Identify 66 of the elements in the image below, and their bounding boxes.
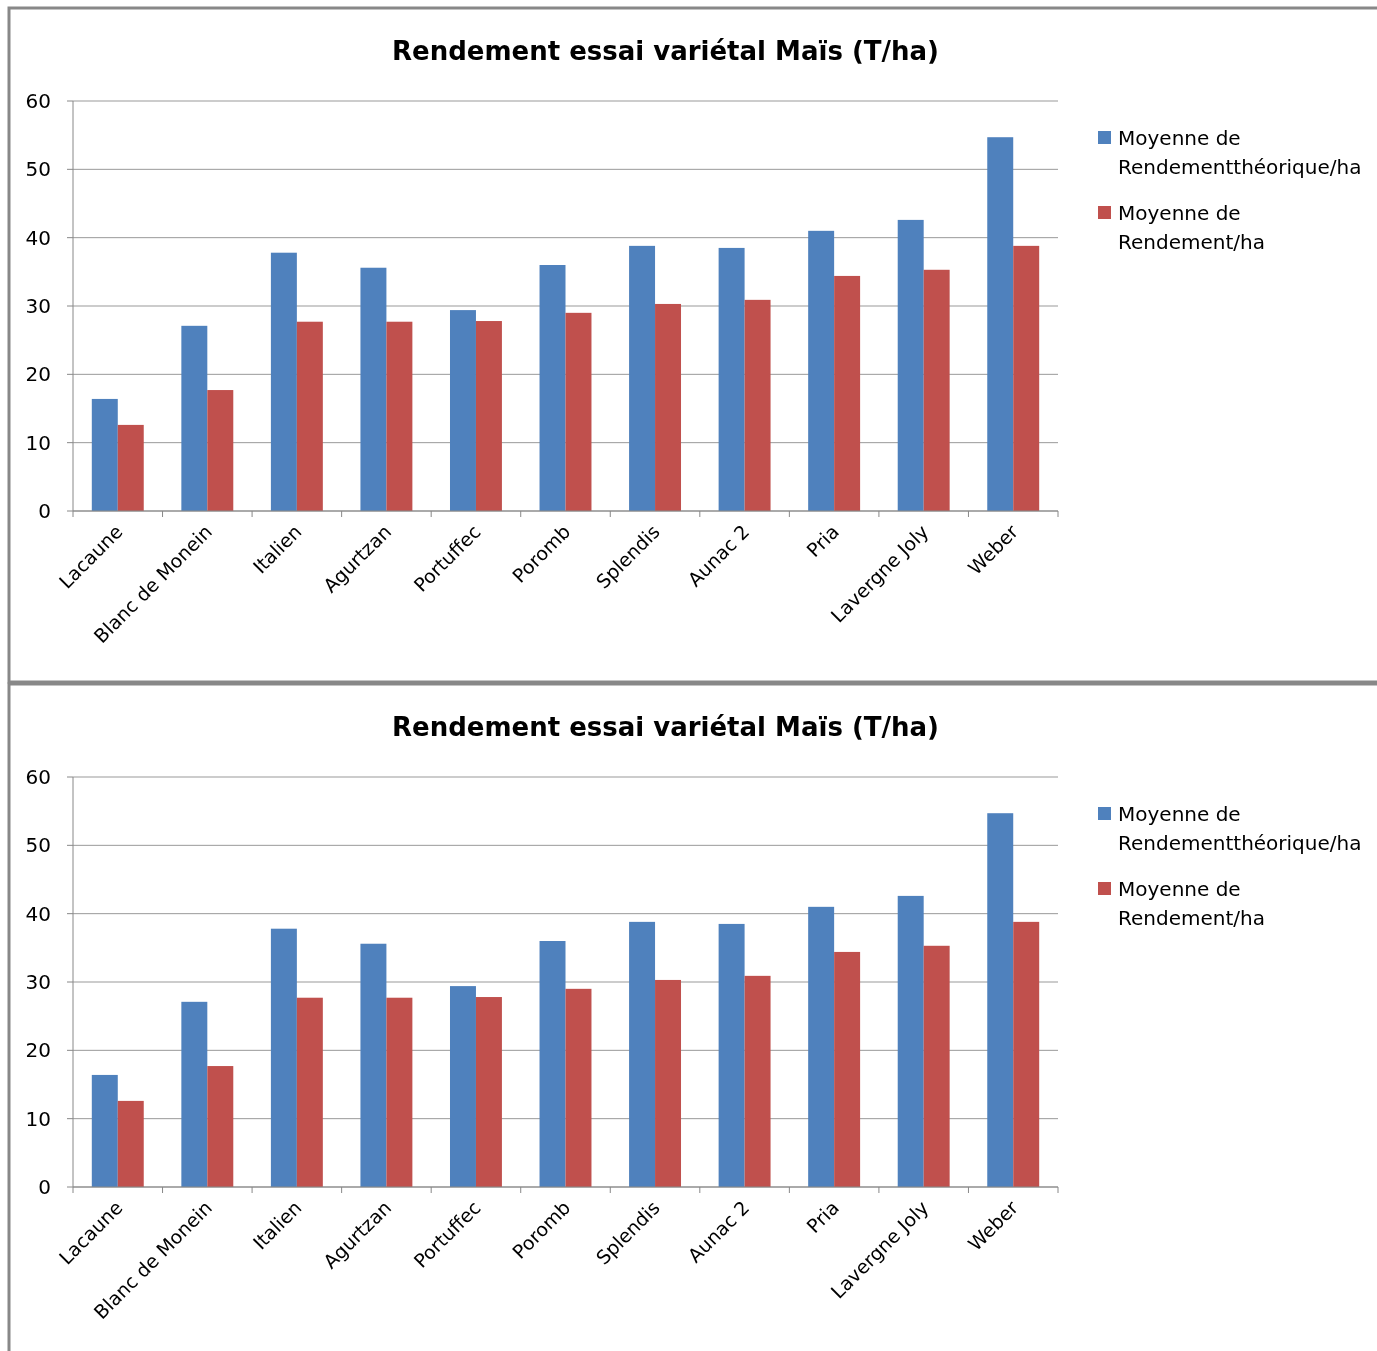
bar bbox=[181, 1001, 208, 1187]
bar bbox=[207, 1066, 234, 1187]
legend-label: Moyenne de Rendementthéorique/ha bbox=[1118, 126, 1362, 179]
y-tick-label: 20 bbox=[25, 1038, 51, 1063]
bar bbox=[629, 921, 656, 1187]
bar bbox=[565, 988, 592, 1187]
y-tick-label: 0 bbox=[38, 499, 51, 523]
bar bbox=[923, 945, 950, 1187]
bar bbox=[117, 1100, 144, 1187]
bar bbox=[449, 310, 476, 511]
bar bbox=[744, 975, 771, 1187]
bar bbox=[386, 997, 413, 1187]
bar bbox=[655, 303, 682, 511]
y-tick-label: 10 bbox=[25, 1106, 51, 1131]
chart-title: Rendement essai variétal Maïs (T/ha) bbox=[392, 712, 939, 742]
y-tick-label: 10 bbox=[25, 430, 51, 455]
bar bbox=[296, 321, 323, 511]
bar bbox=[1013, 921, 1040, 1187]
y-tick-label: 40 bbox=[25, 225, 51, 250]
bar bbox=[808, 230, 835, 511]
x-tick-label: Pria bbox=[802, 520, 843, 562]
bar bbox=[629, 245, 656, 511]
y-tick-label: 20 bbox=[25, 362, 51, 387]
bar bbox=[897, 895, 924, 1187]
bar bbox=[897, 219, 924, 511]
bar bbox=[360, 943, 387, 1187]
bar bbox=[449, 986, 476, 1187]
legend-label: Moyenne de Rendement/ha bbox=[1118, 201, 1265, 254]
bar bbox=[117, 424, 144, 511]
y-tick-label: 60 bbox=[25, 89, 51, 113]
y-tick-label: 40 bbox=[25, 901, 51, 926]
x-tick-label: Pria bbox=[802, 1196, 843, 1238]
y-tick-label: 50 bbox=[25, 833, 51, 858]
bar bbox=[91, 398, 118, 511]
bar bbox=[91, 1074, 118, 1187]
bar bbox=[475, 997, 502, 1187]
y-tick-label: 30 bbox=[25, 970, 51, 994]
bar bbox=[744, 299, 771, 511]
bar bbox=[655, 979, 682, 1187]
bar bbox=[834, 951, 861, 1187]
legend-label: Moyenne de Rendement/ha bbox=[1118, 877, 1265, 930]
bar bbox=[207, 390, 234, 511]
bar bbox=[834, 275, 861, 511]
bar bbox=[475, 321, 502, 511]
y-tick-label: 30 bbox=[25, 294, 51, 318]
bar bbox=[296, 997, 323, 1187]
bar bbox=[270, 928, 297, 1187]
bar bbox=[565, 312, 592, 511]
bar bbox=[987, 813, 1014, 1187]
chart-title: Rendement essai variétal Maïs (T/ha) bbox=[392, 36, 939, 66]
bar bbox=[386, 321, 413, 511]
y-tick-label: 0 bbox=[38, 1175, 51, 1199]
bar bbox=[718, 923, 745, 1187]
legend-label: Moyenne de Rendementthéorique/ha bbox=[1118, 802, 1362, 855]
bar bbox=[539, 941, 566, 1187]
bar bbox=[1013, 245, 1040, 511]
bar bbox=[808, 906, 835, 1187]
bar bbox=[181, 325, 208, 511]
bar bbox=[270, 252, 297, 511]
bar bbox=[923, 269, 950, 511]
bar bbox=[539, 265, 566, 511]
y-tick-label: 60 bbox=[25, 765, 51, 789]
bar bbox=[718, 247, 745, 511]
bar bbox=[360, 267, 387, 511]
y-tick-label: 50 bbox=[25, 157, 51, 182]
bar bbox=[987, 137, 1014, 511]
